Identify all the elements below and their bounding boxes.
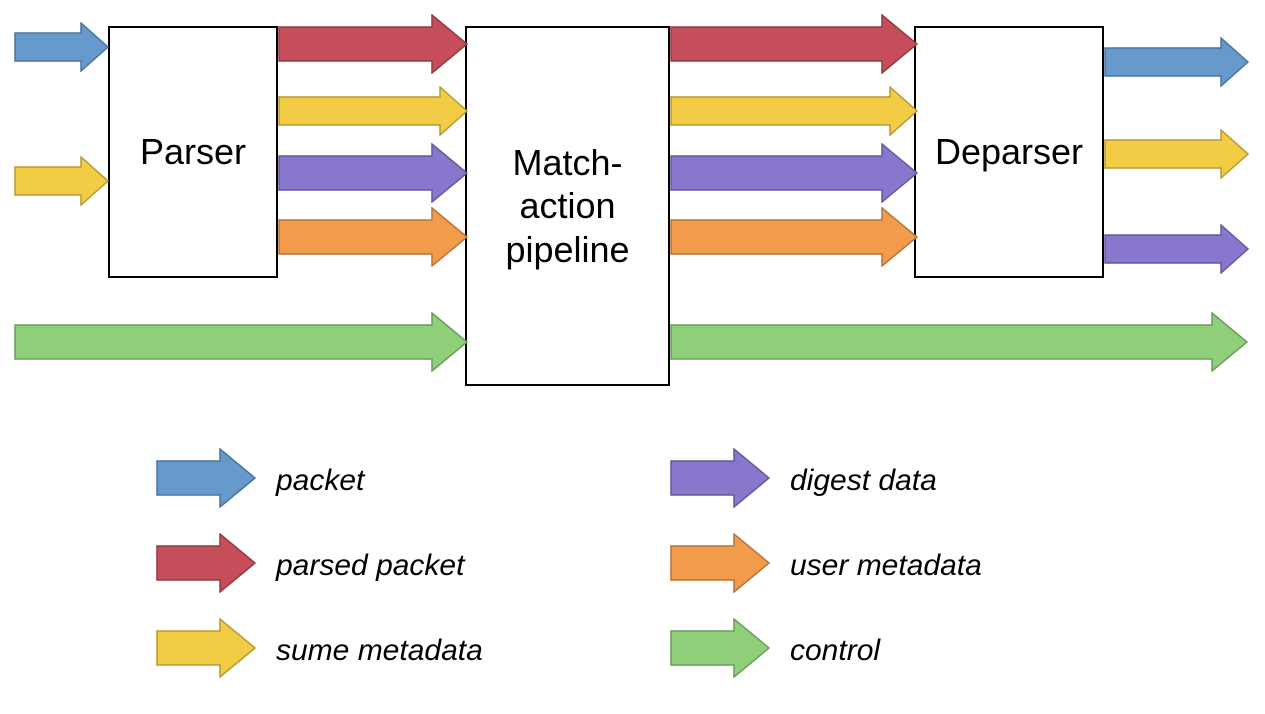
arrow-p_sume [278, 86, 468, 141]
legend-arrow-icon [156, 448, 256, 513]
legend-arrow-icon [670, 533, 770, 598]
arrow-out_digest [1104, 224, 1249, 279]
legend-label: user metadata [790, 533, 982, 598]
legend-item-digest_data: digest data [670, 448, 937, 513]
legend-arrow-icon [670, 448, 770, 513]
arrow-m_sume [670, 86, 918, 141]
arrow-control_left [14, 312, 468, 377]
deparser-label: Deparser [935, 130, 1083, 173]
legend-item-packet: packet [156, 448, 364, 513]
deparser-box: Deparser [914, 26, 1104, 278]
arrow-in_sume [14, 156, 109, 211]
arrow-m_parsed [670, 14, 918, 79]
parser-box: Parser [108, 26, 278, 278]
legend-label: sume metadata [276, 618, 483, 683]
legend-arrow-icon [156, 533, 256, 598]
legend-item-sume_metadata: sume metadata [156, 618, 483, 683]
parser-label: Parser [140, 130, 246, 173]
legend-item-control: control [670, 618, 880, 683]
arrow-in_packet [14, 22, 109, 77]
pipeline-box: Match- action pipeline [465, 26, 670, 386]
legend-label: control [790, 618, 880, 683]
legend-label: digest data [790, 448, 937, 513]
arrow-out_packet [1104, 37, 1249, 92]
legend-arrow-icon [670, 618, 770, 683]
legend-item-parsed_packet: parsed packet [156, 533, 464, 598]
arrow-p_digest [278, 143, 468, 208]
arrow-p_user [278, 207, 468, 272]
pipeline-label: Match- action pipeline [505, 141, 629, 271]
arrow-control_right [670, 312, 1248, 377]
arrow-m_user [670, 207, 918, 272]
arrow-p_parsed [278, 14, 468, 79]
legend-item-user_metadata: user metadata [670, 533, 982, 598]
arrow-m_digest [670, 143, 918, 208]
arrow-out_sume [1104, 129, 1249, 184]
legend-label: packet [276, 448, 364, 513]
legend-arrow-icon [156, 618, 256, 683]
legend-label: parsed packet [276, 533, 464, 598]
